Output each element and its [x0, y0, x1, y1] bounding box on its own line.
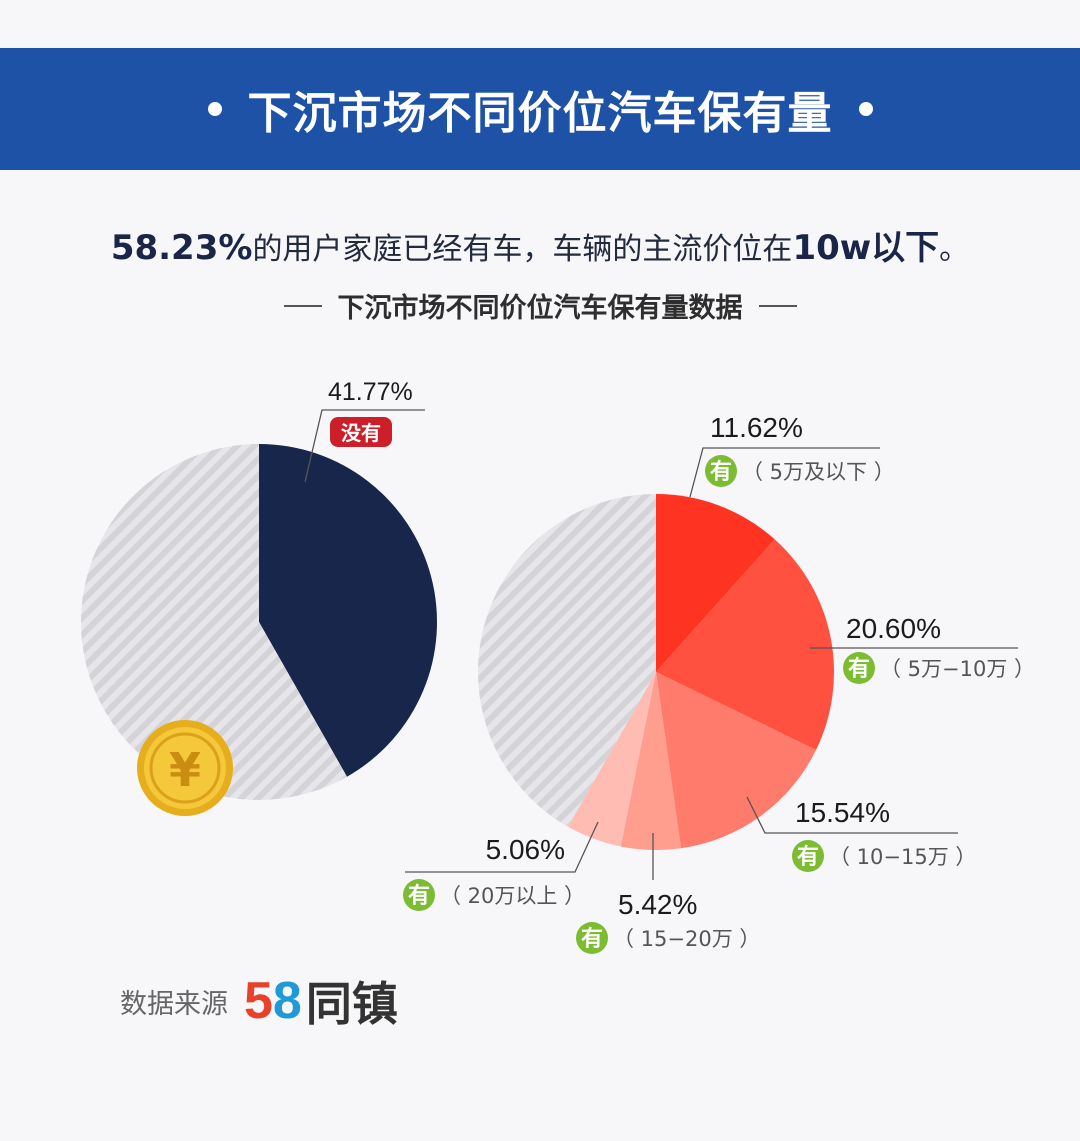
title-banner: 下沉市场不同价位汽车保有量	[0, 48, 1080, 170]
source-logo: 5 8 同镇	[244, 968, 398, 1034]
pie2-range-label-3: （ 15−20万 ）	[613, 927, 760, 951]
pie2-slice-0	[656, 494, 775, 672]
pie2-pct-label-3: 5.42%	[618, 889, 697, 920]
pie1-tag-0-bg	[330, 417, 392, 447]
pie2-range-label-0: （ 5万及以下 ）	[742, 460, 895, 484]
pie2-pct-label-4: 5.06%	[486, 834, 565, 865]
pie2-range-label-1: （ 5万−10万 ）	[880, 657, 1035, 681]
pie2-tag-2-bg	[792, 840, 824, 872]
coin-icon: ¥	[137, 720, 233, 816]
headline-pct: 58.23%	[110, 228, 253, 268]
pie2-pct-label-0: 11.62%	[710, 412, 803, 443]
pie2-tag-4: 有	[408, 883, 430, 909]
pie-chart-price-range	[477, 494, 834, 850]
chart-annotations: 41.77% 没有 11.62% 有 （ 5万及以下 ） 20.60% 有 （ 5万−10万 …	[304, 378, 1035, 954]
bullet-dot-right	[858, 102, 873, 116]
pie2-range-label-2: （ 10−15万 ）	[829, 845, 976, 869]
logo-digit-8: 8	[272, 972, 302, 1030]
pie2-pct-label-1: 20.60%	[846, 613, 941, 644]
chart-subtitle: 下沉市场不同价位汽车保有量数据	[0, 286, 1080, 325]
subtitle-rule-left	[283, 304, 322, 307]
pie2-pct-label-2: 15.54%	[795, 797, 890, 828]
pie-chart-car-ownership	[80, 444, 437, 801]
subtitle-rule-right	[758, 304, 797, 307]
pie2-slice-2	[656, 672, 816, 849]
pie2-tag-0: 有	[710, 459, 732, 485]
logo-name: 同镇	[305, 977, 398, 1031]
svg-text:¥: ¥	[169, 743, 201, 797]
bullet-dot-left	[207, 102, 222, 116]
pie1-leader-line-0	[304, 409, 425, 483]
pie2-tag-3: 有	[581, 926, 603, 952]
headline-text-mid: 的用户家庭已经有车，车辆的主流价位在	[252, 232, 793, 267]
pie2-tag-2: 有	[797, 844, 819, 870]
pie1-slice-0	[259, 444, 437, 777]
pie2-range-label-4: （ 20万以上 ）	[440, 884, 585, 908]
headline-text-end: 。	[939, 232, 970, 267]
pie2-tag-0-bg	[705, 455, 737, 487]
pie2-tag-1: 有	[848, 656, 870, 682]
headline-value: 10w以下	[792, 228, 940, 268]
pie2-leader-line-0	[689, 447, 880, 498]
pie2-slice-5	[477, 494, 656, 827]
pie1-pct-label-0: 41.77%	[328, 378, 413, 406]
pie2-slice-4	[567, 672, 656, 847]
pie2-tag-1-bg	[843, 652, 875, 684]
pie2-tag-4-bg	[403, 879, 435, 911]
pie2-slice-3	[620, 672, 681, 850]
source-label: 数据来源	[120, 988, 228, 1020]
banner-title: 下沉市场不同价位汽车保有量	[247, 88, 833, 139]
pie1-slice-1	[80, 444, 347, 801]
pie2-tag-3-bg	[576, 922, 608, 954]
data-source: 数据来源 5 8 同镇	[120, 968, 398, 1034]
logo-digit-5: 5	[244, 972, 273, 1030]
pie2-leader-line-2	[746, 796, 958, 834]
pie2-slice-1	[656, 539, 834, 751]
headline: 58.23%的用户家庭已经有车，车辆的主流价位在10w以下。	[0, 220, 1080, 269]
pie2-leader-line-4	[405, 821, 599, 873]
subtitle-text: 下沉市场不同价位汽车保有量数据	[337, 293, 743, 324]
pie1-tag-0: 没有	[341, 421, 381, 445]
